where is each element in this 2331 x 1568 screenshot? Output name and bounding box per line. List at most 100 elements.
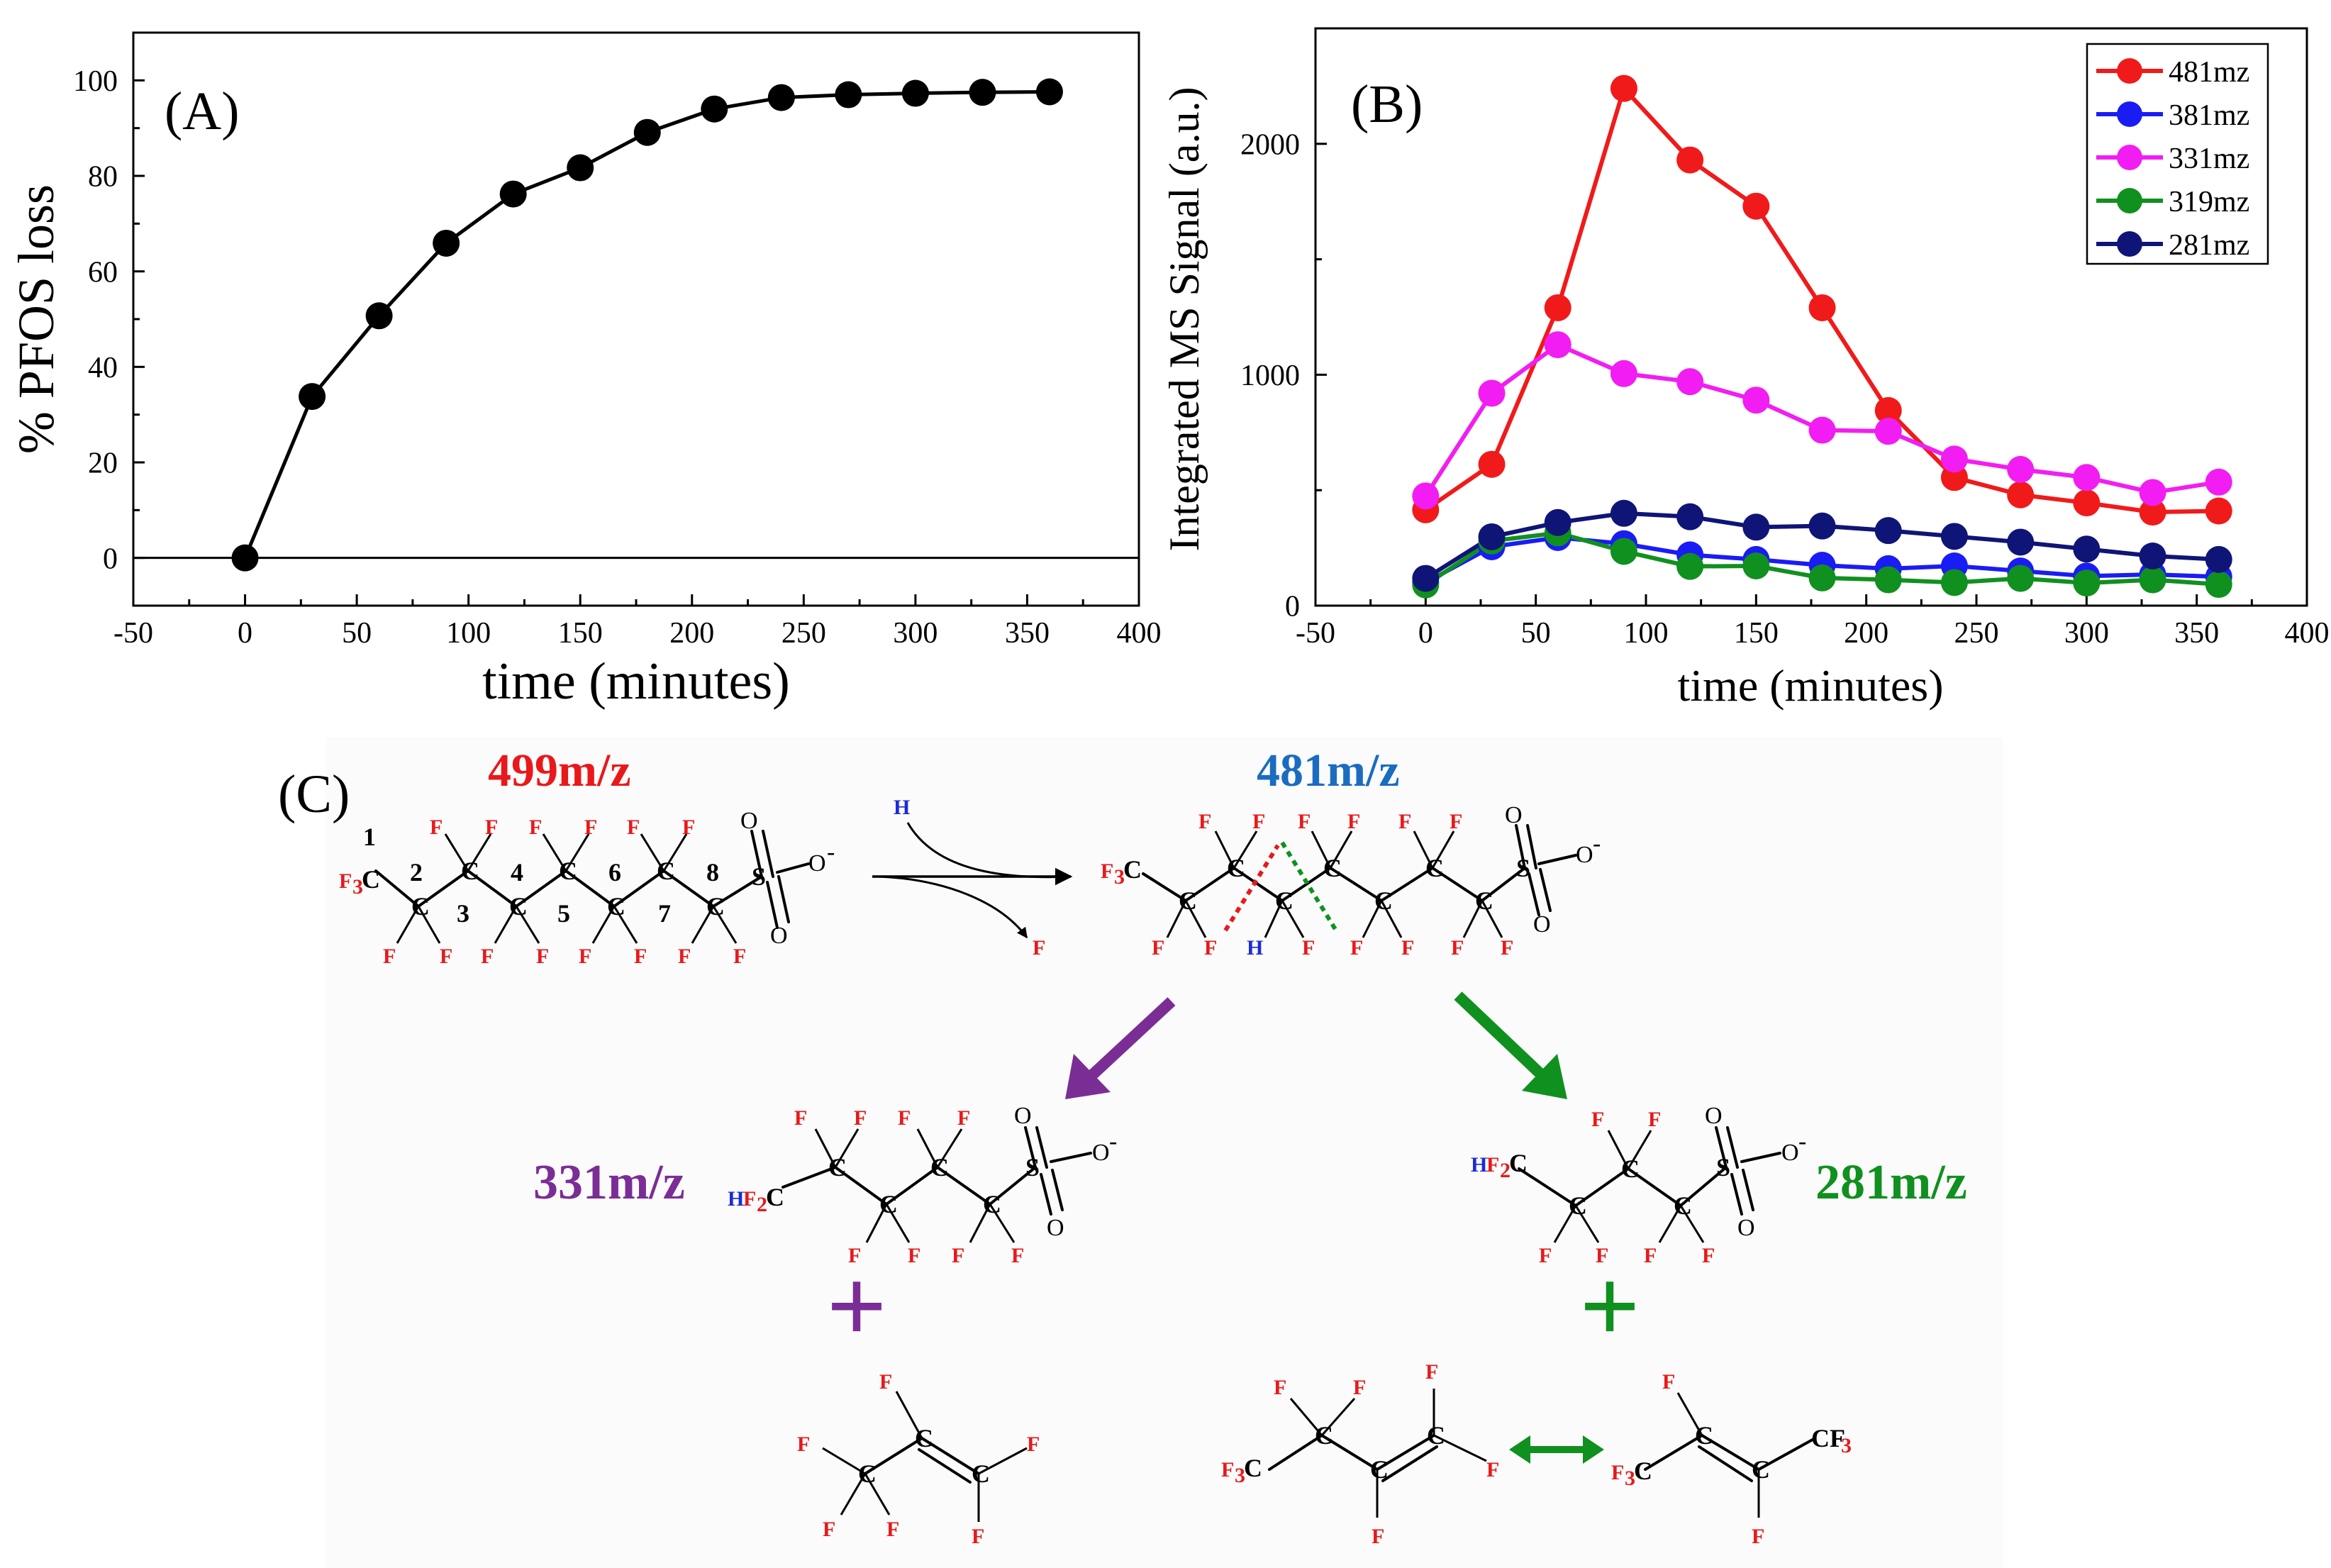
svg-text:F: F — [823, 1518, 835, 1541]
x-tick-label: 200 — [669, 617, 714, 650]
data-point — [1808, 512, 1836, 540]
x-tick-label: 200 — [1844, 617, 1888, 650]
svg-text:F: F — [383, 945, 396, 968]
label-281: 281m/z — [1815, 1155, 1967, 1210]
svg-text:F: F — [1702, 1244, 1715, 1267]
svg-text:C: C — [1621, 1155, 1640, 1183]
svg-text:F: F — [854, 1106, 867, 1130]
data-point — [2139, 566, 2166, 594]
label-499: 499m/z — [488, 745, 631, 796]
x-tick-label: 250 — [781, 617, 826, 650]
svg-text:3: 3 — [1625, 1467, 1635, 1490]
data-point — [2073, 489, 2101, 517]
label-331: 331m/z — [533, 1155, 685, 1210]
svg-text:F: F — [1451, 936, 1464, 960]
chart-b-panel-label: (B) — [1351, 74, 1423, 134]
data-point — [1676, 503, 1704, 530]
data-point — [2205, 468, 2232, 496]
data-point — [2073, 464, 2101, 491]
svg-text:H: H — [894, 796, 910, 819]
svg-text:F: F — [733, 945, 746, 968]
svg-text:2: 2 — [410, 858, 423, 886]
svg-text:F: F — [1027, 1433, 1040, 1456]
legend-label: 319mz — [2169, 186, 2249, 218]
svg-text:6: 6 — [608, 858, 621, 886]
svg-text:O: O — [1505, 802, 1523, 828]
y-tick-label: 1000 — [1240, 360, 1300, 392]
svg-text:C: C — [858, 1459, 877, 1488]
data-point — [2205, 545, 2232, 573]
svg-text:F: F — [972, 1525, 984, 1548]
x-tick-label: 400 — [2285, 617, 2330, 650]
svg-text:F: F — [1302, 936, 1315, 960]
svg-text:C: C — [1569, 1191, 1587, 1220]
svg-text:F: F — [794, 1106, 807, 1130]
svg-text:-: - — [1798, 1128, 1806, 1155]
pfos-backbone — [374, 869, 715, 908]
svg-text:C: C — [1315, 1421, 1333, 1450]
svg-text:F: F — [1486, 1153, 1499, 1177]
svg-text:H: H — [728, 1187, 744, 1211]
scheme-background — [326, 738, 2003, 1568]
resonance-arrow — [1509, 1435, 1604, 1464]
legend-swatch-marker — [2117, 101, 2142, 127]
data-point — [701, 95, 728, 123]
label-481: 481m/z — [1257, 745, 1400, 796]
svg-text:H: H — [1247, 936, 1263, 960]
data-point — [1874, 396, 1902, 424]
data-point — [1940, 569, 1968, 596]
y-tick-label: 80 — [88, 161, 118, 194]
legend-swatch-marker — [2117, 145, 2142, 170]
svg-text:C: C — [1509, 1149, 1528, 1177]
svg-text:3: 3 — [352, 875, 363, 899]
svg-text:O: O — [808, 850, 826, 877]
svg-text:3: 3 — [457, 899, 469, 928]
svg-text:F: F — [1033, 936, 1045, 960]
svg-text:F: F — [1401, 936, 1414, 960]
series-line-pfosloss — [243, 89, 1050, 559]
molecule-alkene-left: C C C F F F F F F — [797, 1370, 1040, 1548]
svg-text:F: F — [886, 1518, 899, 1541]
svg-text:F: F — [743, 1187, 756, 1211]
svg-text:C: C — [766, 1183, 784, 1211]
svg-text:F: F — [952, 1244, 964, 1267]
data-point — [1808, 416, 1836, 444]
svg-text:C: C — [879, 1190, 898, 1218]
svg-text:C: C — [1370, 1455, 1389, 1484]
chart-a-xlabel: time (minutes) — [482, 652, 790, 711]
data-point — [1412, 482, 1440, 510]
data-point — [1742, 387, 1770, 414]
legend-label: 281mz — [2169, 229, 2249, 262]
chart-b-legend: 481mz 381mz 331mz 319mz 281mz — [2086, 43, 2269, 265]
data-point — [1610, 499, 1637, 527]
data-point — [1676, 552, 1704, 580]
data-point — [567, 154, 594, 182]
data-point — [1742, 513, 1770, 541]
plus-right: + — [1579, 1247, 1640, 1365]
svg-text:F: F — [1347, 810, 1360, 833]
svg-text:F: F — [957, 1106, 970, 1130]
svg-text:F: F — [848, 1244, 861, 1267]
data-point — [1610, 360, 1637, 387]
svg-text:F: F — [430, 816, 443, 839]
svg-text:3: 3 — [1114, 865, 1125, 889]
reaction-arrow-h-substitution: H F — [872, 796, 1073, 960]
y-tick-label: 60 — [88, 256, 118, 289]
svg-text:C: C — [1425, 854, 1444, 882]
svg-text:F: F — [481, 945, 494, 968]
svg-text:C: C — [559, 857, 577, 885]
svg-text:C: C — [362, 865, 380, 894]
svg-text:F: F — [584, 816, 597, 839]
data-point — [2139, 499, 2166, 526]
chart-b: (B) time (minutes) Integrated MS Signal … — [1161, 27, 2330, 711]
svg-text:F: F — [1372, 1525, 1384, 1548]
svg-text:F: F — [1752, 1525, 1764, 1548]
svg-text:F: F — [1152, 936, 1164, 960]
svg-text:F: F — [1198, 810, 1211, 833]
svg-text:O: O — [770, 923, 788, 949]
svg-text:-: - — [1109, 1128, 1117, 1155]
svg-text:F: F — [1611, 1461, 1624, 1484]
svg-text:C: C — [1695, 1421, 1713, 1450]
svg-text:C: C — [607, 892, 625, 921]
